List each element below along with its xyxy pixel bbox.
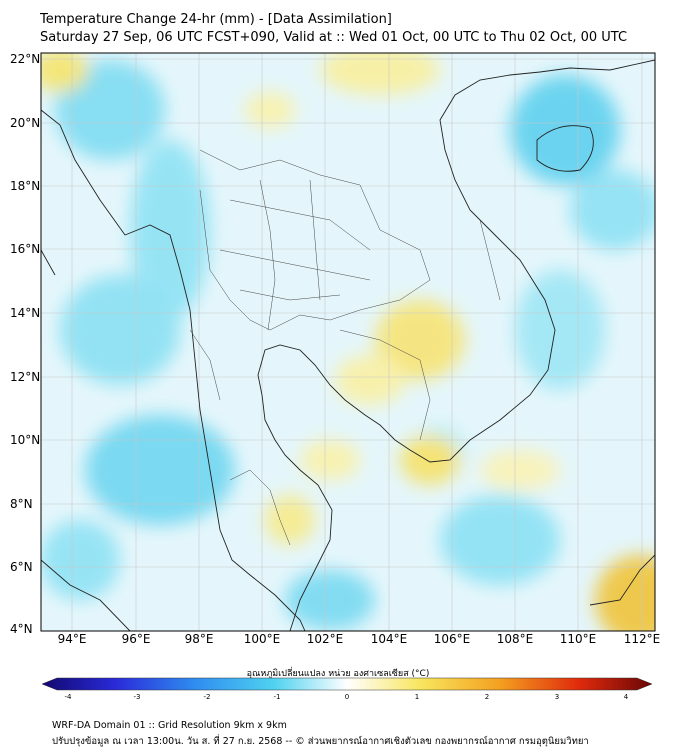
colorbar-tick: 2 xyxy=(484,693,490,701)
lat-label: 22°N xyxy=(10,52,41,66)
lat-label: 14°N xyxy=(10,306,41,320)
lat-label: 8°N xyxy=(10,497,33,511)
lat-label: 12°N xyxy=(10,370,41,384)
graticule xyxy=(41,53,655,631)
temperature-change-map xyxy=(40,52,656,632)
map-subtitle: Saturday 27 Sep, 06 UTC FCST+090, Valid … xyxy=(40,30,628,45)
lat-label: 18°N xyxy=(10,179,41,193)
lat-label: 20°N xyxy=(10,116,41,130)
colorbar-tick: -4 xyxy=(64,693,72,701)
lon-label: 94°E xyxy=(57,632,87,646)
lon-label: 110°E xyxy=(559,632,597,646)
footer-update-info: ปรับปรุงข้อมูล ณ เวลา 13:00น. วัน ส. ที่… xyxy=(52,736,589,747)
colorbar-tick: 3 xyxy=(554,693,560,701)
lon-label: 106°E xyxy=(433,632,471,646)
colorbar-bar xyxy=(41,677,653,691)
colorbar-tick: 4 xyxy=(623,693,629,701)
colorbar-tick: -1 xyxy=(273,693,281,701)
lon-label: 100°E xyxy=(243,632,281,646)
map-frame xyxy=(40,52,656,632)
colorbar xyxy=(41,677,653,691)
lon-label: 108°E xyxy=(496,632,534,646)
footer-domain-info: WRF-DA Domain 01 :: Grid Resolution 9km … xyxy=(52,720,287,731)
lon-label: 102°E xyxy=(306,632,344,646)
lon-label: 98°E xyxy=(184,632,214,646)
lat-label: 4°N xyxy=(10,622,33,636)
colorbar-tick: 1 xyxy=(414,693,420,701)
temperature-field xyxy=(41,53,655,631)
lat-label: 16°N xyxy=(10,242,41,256)
lon-label: 104°E xyxy=(370,632,408,646)
lat-label: 10°N xyxy=(10,433,41,447)
coastlines xyxy=(41,59,655,631)
lon-label: 112°E xyxy=(623,632,661,646)
colorbar-title: อุณหภูมิเปลี่ยนแปลง หน่วย องศาเซลเซียส (… xyxy=(246,669,430,679)
colorbar-tick: 0 xyxy=(344,693,350,701)
lat-label: 6°N xyxy=(10,560,33,574)
lon-label: 96°E xyxy=(121,632,151,646)
colorbar-tick: -2 xyxy=(203,693,211,701)
colorbar-tick: -3 xyxy=(133,693,141,701)
map-title: Temperature Change 24-hr (mm) - [Data As… xyxy=(40,12,392,27)
province-borders xyxy=(189,149,501,546)
